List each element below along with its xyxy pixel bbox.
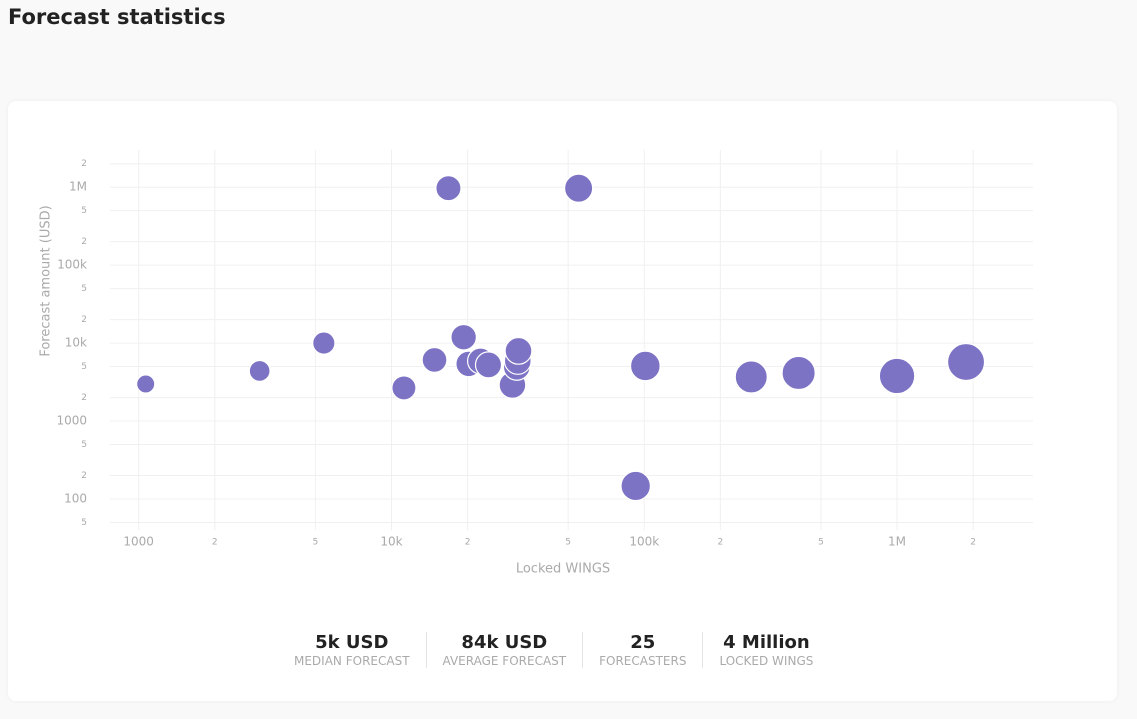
y-axis-label: Forecast amount (USD) bbox=[39, 205, 54, 356]
bubble bbox=[946, 342, 986, 382]
bubble bbox=[878, 357, 916, 395]
bubble bbox=[312, 331, 336, 355]
stat: 84k USD AVERAGE FORECAST bbox=[425, 632, 583, 668]
x-tick-label: 100k bbox=[629, 535, 659, 549]
x-tick-label: 2 bbox=[465, 538, 471, 548]
y-tick-label: 5 bbox=[81, 362, 87, 372]
x-tick-label: 2 bbox=[717, 538, 723, 548]
bubble bbox=[450, 323, 477, 351]
bubble bbox=[421, 346, 448, 373]
bubble bbox=[248, 359, 271, 382]
stat-label: LOCKED WINGS bbox=[719, 654, 814, 668]
bubble bbox=[734, 360, 768, 394]
stat-label: FORECASTERS bbox=[599, 654, 687, 668]
bubble bbox=[781, 355, 816, 391]
bubble bbox=[504, 336, 533, 365]
chart: Locked WINGS Forecast amount (USD) 1000 2… bbox=[39, 150, 1033, 577]
stat: 25 FORECASTERS bbox=[582, 632, 702, 668]
stat-label: AVERAGE FORECAST bbox=[442, 654, 567, 668]
stat-label: MEDIAN FORECAST bbox=[294, 654, 410, 668]
x-tick-label: 5 bbox=[818, 538, 824, 548]
x-tick-label: 5 bbox=[565, 538, 571, 548]
y-tick-label: 5 bbox=[81, 440, 87, 450]
y-tick-label: 100k bbox=[57, 258, 87, 272]
stat-value: 84k USD bbox=[461, 632, 548, 653]
bubble bbox=[391, 375, 417, 401]
x-tick-label: 10k bbox=[380, 535, 402, 549]
x-tick-label: 1000 bbox=[123, 535, 154, 549]
y-tick-label: 2 bbox=[81, 471, 87, 481]
y-tick-label: 100 bbox=[64, 491, 87, 505]
bubble bbox=[563, 173, 594, 203]
stats: 5k USD MEDIAN FORECAST 84k USD AVERAGE FORE… bbox=[278, 632, 829, 668]
x-tick-label: 1M bbox=[888, 535, 906, 549]
chart-card: Locked WINGS Forecast amount (USD) 1000 2… bbox=[8, 101, 1117, 701]
bubble bbox=[629, 350, 661, 382]
y-tick-label: 2 bbox=[81, 159, 87, 169]
y-tick-label: 5 bbox=[81, 518, 87, 528]
bubble bbox=[136, 374, 156, 394]
bubble bbox=[435, 175, 462, 202]
bubble bbox=[620, 470, 652, 502]
page-title: Forecast statistics bbox=[8, 5, 226, 29]
x-tick-label: 2 bbox=[212, 538, 218, 548]
stat-value: 4 Million bbox=[723, 632, 810, 653]
x-axis-label: Locked WINGS bbox=[516, 562, 610, 577]
y-tick-label: 10k bbox=[65, 336, 87, 350]
y-tick-label: 1M bbox=[69, 180, 87, 194]
stat: 4 Million LOCKED WINGS bbox=[702, 632, 829, 668]
x-tick-label: 5 bbox=[313, 538, 319, 548]
stat: 5k USD MEDIAN FORECAST bbox=[278, 632, 426, 668]
x-tick-label: 2 bbox=[970, 538, 976, 548]
bubble bbox=[474, 351, 503, 379]
y-tick-label: 2 bbox=[81, 315, 87, 325]
y-tick-label: 5 bbox=[81, 284, 87, 294]
y-tick-label: 2 bbox=[81, 237, 87, 247]
y-tick-label: 1000 bbox=[56, 414, 87, 428]
stat-value: 5k USD bbox=[315, 632, 389, 653]
y-tick-label: 2 bbox=[81, 393, 87, 403]
stat-value: 25 bbox=[630, 632, 656, 653]
y-tick-label: 5 bbox=[81, 206, 87, 216]
